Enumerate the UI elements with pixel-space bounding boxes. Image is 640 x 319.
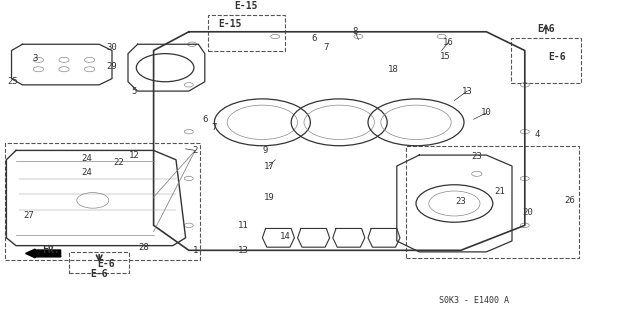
Text: 15: 15	[440, 52, 450, 61]
Text: 7: 7	[324, 43, 329, 52]
Text: 5: 5	[132, 86, 137, 96]
Text: 25: 25	[8, 77, 18, 86]
Text: 26: 26	[564, 196, 575, 205]
Text: S0K3 - E1400 A: S0K3 - E1400 A	[438, 296, 509, 305]
Text: 24: 24	[81, 154, 92, 163]
Text: 10: 10	[481, 108, 492, 117]
Text: FR.: FR.	[42, 245, 60, 255]
Text: FR.: FR.	[60, 249, 74, 258]
Text: E-6: E-6	[90, 269, 108, 279]
Text: E-15: E-15	[219, 19, 242, 29]
Text: 6: 6	[202, 115, 207, 124]
Text: 6: 6	[311, 33, 316, 42]
Bar	[511, 38, 581, 83]
Text: 7: 7	[212, 122, 217, 131]
Text: 21: 21	[494, 187, 504, 196]
Bar	[69, 252, 129, 273]
Text: 12: 12	[129, 151, 140, 160]
Bar	[208, 15, 285, 50]
Text: 27: 27	[24, 211, 34, 220]
Text: 4: 4	[535, 130, 540, 139]
Text: 23: 23	[456, 197, 466, 206]
Text: 13: 13	[462, 86, 472, 96]
Text: 28: 28	[139, 243, 149, 252]
Text: 2: 2	[193, 146, 198, 155]
Text: 29: 29	[107, 62, 117, 70]
Text: 9: 9	[263, 146, 268, 155]
Text: 20: 20	[523, 208, 533, 217]
Text: 8: 8	[353, 27, 358, 36]
Text: 22: 22	[113, 159, 124, 167]
Text: 3: 3	[33, 54, 38, 63]
Text: 23: 23	[472, 152, 482, 161]
Text: 18: 18	[388, 65, 399, 74]
Text: 13: 13	[238, 246, 248, 255]
Text: 24: 24	[81, 168, 92, 177]
Text: 1: 1	[193, 246, 198, 255]
FancyArrow shape	[26, 249, 61, 258]
Text: E-6: E-6	[548, 52, 566, 62]
Text: 17: 17	[264, 161, 274, 171]
Text: 30: 30	[107, 43, 117, 52]
Bar	[5, 143, 200, 260]
Text: 16: 16	[443, 38, 453, 47]
Bar	[406, 146, 579, 258]
Text: E-6: E-6	[97, 259, 115, 269]
Text: E-6: E-6	[537, 24, 555, 34]
Text: 11: 11	[238, 221, 248, 230]
Text: 14: 14	[280, 232, 290, 241]
Text: 19: 19	[264, 193, 274, 202]
Text: E-15: E-15	[235, 1, 258, 11]
